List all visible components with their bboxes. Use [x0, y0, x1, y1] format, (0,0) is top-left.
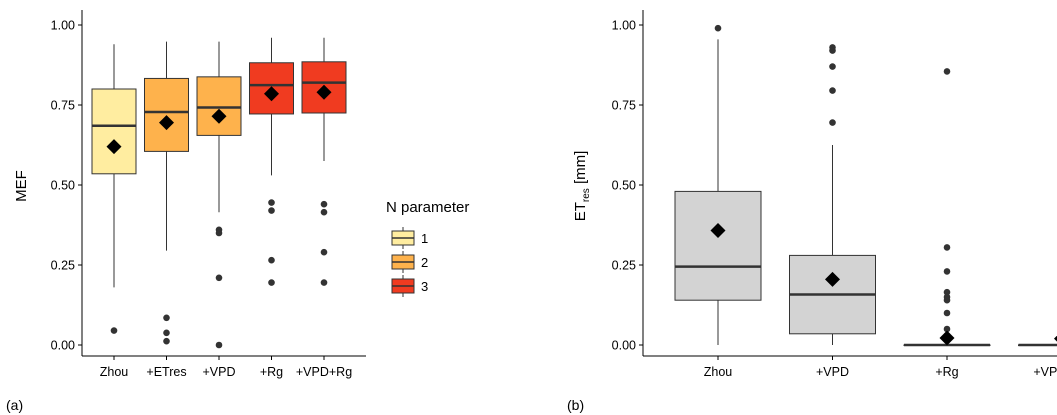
box-rg — [903, 68, 991, 347]
legend-key-1: 1 — [391, 227, 428, 249]
box-zhou — [674, 24, 762, 345]
outlier-point — [714, 24, 722, 32]
outlier-point — [829, 119, 836, 126]
box-vpdrg — [301, 37, 347, 286]
outlier-point — [268, 256, 275, 264]
y-tick-label: 0.75 — [51, 99, 75, 113]
panel-b-etres: 0.000.250.500.751.00 Zhou+VPD+Rg+VPD+Rg … — [567, 10, 1057, 413]
outlier-point — [943, 268, 951, 275]
outlier-point — [829, 47, 836, 54]
mean-marker — [159, 115, 174, 131]
legend-label: 1 — [421, 231, 428, 246]
mean-marker — [106, 139, 122, 155]
outlier-point — [829, 63, 836, 70]
outlier-point — [320, 200, 328, 208]
outlier-point — [163, 329, 170, 337]
mean-marker — [825, 271, 840, 287]
panel-b-y-axis-label: ETres [mm] — [572, 151, 592, 222]
panel-a-marks — [91, 37, 347, 349]
y-tick-label: 1.00 — [51, 19, 75, 33]
outlier-point — [110, 327, 118, 334]
legend: N parameter 1 2 3 — [386, 199, 469, 297]
outlier-point — [320, 248, 328, 256]
mean-marker — [710, 222, 726, 238]
outlier-point — [163, 337, 170, 345]
panel-a-x-ticks: Zhou +ETres +VPD +Rg +VPD+Rg — [100, 356, 352, 379]
outlier-point — [943, 325, 951, 333]
x-tick-label: +VPD+Rg — [296, 365, 352, 379]
box-body — [196, 76, 242, 136]
panel-b-y-axis-label-main: ET — [572, 202, 589, 221]
x-tick-label: Zhou — [704, 365, 733, 379]
mean-marker — [211, 108, 227, 124]
box-rg — [249, 37, 294, 286]
x-tick-label: +Rg — [935, 365, 958, 379]
x-tick-label: Zhou — [100, 365, 129, 379]
box-vpdrg — [1018, 335, 1057, 347]
outlier-point — [320, 279, 328, 286]
outlier-point — [943, 288, 951, 296]
outlier-point — [268, 279, 275, 286]
outlier-point — [163, 314, 170, 322]
mean-marker — [264, 86, 279, 102]
box-vpd — [789, 44, 876, 345]
panel-b-y-axis-label-sub: res — [581, 188, 592, 202]
y-tick-label: 0.25 — [612, 259, 636, 273]
outlier-point — [320, 208, 328, 216]
x-tick-label: +Rg — [260, 365, 283, 379]
outlier-point — [829, 87, 836, 94]
x-tick-label: +VPD — [816, 365, 849, 379]
legend-label: 3 — [421, 279, 428, 294]
legend-key-3: 3 — [391, 275, 428, 297]
legend-keys: 1 2 3 — [391, 227, 428, 297]
outlier-point — [215, 274, 223, 282]
box-zhou — [91, 44, 137, 334]
legend-key-2: 2 — [391, 251, 428, 273]
box-body — [91, 88, 137, 175]
y-tick-label: 0.75 — [612, 99, 636, 113]
mean-marker — [939, 330, 955, 346]
y-tick-label: 1.00 — [612, 19, 636, 33]
box-body — [144, 77, 189, 152]
box-body — [674, 190, 762, 301]
x-tick-label: +VPD — [202, 365, 235, 379]
panel-a-label: (a) — [6, 397, 23, 413]
legend-title: N parameter — [386, 199, 469, 216]
panel-b-marks — [674, 24, 1057, 347]
outlier-point — [268, 207, 275, 214]
y-tick-label: 0.25 — [51, 259, 75, 273]
panel-b-label: (b) — [567, 397, 584, 413]
legend-label: 2 — [421, 255, 428, 270]
outlier-point — [943, 309, 951, 317]
mean-marker — [1054, 335, 1057, 342]
outlier-point — [215, 341, 223, 349]
panel-b-y-ticks: 0.00 0.25 0.50 0.75 1.00 — [612, 19, 643, 353]
x-tick-label: +VPD+Rg — [1033, 365, 1057, 379]
y-tick-label: 0.50 — [51, 179, 75, 193]
panel-a-y-axis-label: MEF — [13, 170, 30, 202]
y-tick-label: 0.50 — [612, 179, 636, 193]
outlier-point — [268, 199, 275, 206]
mean-marker — [316, 84, 332, 100]
outlier-point — [943, 68, 951, 75]
box-etres — [144, 41, 189, 345]
y-tick-label: 0.00 — [612, 339, 636, 353]
panel-a-mef: 0.000.250.500.751.00 Zhou +ETres +VPD +Rg +V… — [6, 10, 469, 413]
outlier-point — [943, 244, 951, 251]
y-tick-label: 0.00 — [51, 339, 75, 353]
outlier-point — [215, 229, 223, 237]
box-vpd — [196, 41, 242, 349]
panel-a-y-ticks: 0.00 0.25 0.50 0.75 1.00 — [51, 19, 82, 353]
x-tick-label: +ETres — [146, 365, 186, 379]
panel-b-x-ticks: Zhou+VPD+Rg+VPD+Rg — [704, 356, 1057, 379]
outlier-point — [943, 296, 951, 304]
panel-b-y-axis-label-unit: [mm] — [572, 151, 589, 189]
